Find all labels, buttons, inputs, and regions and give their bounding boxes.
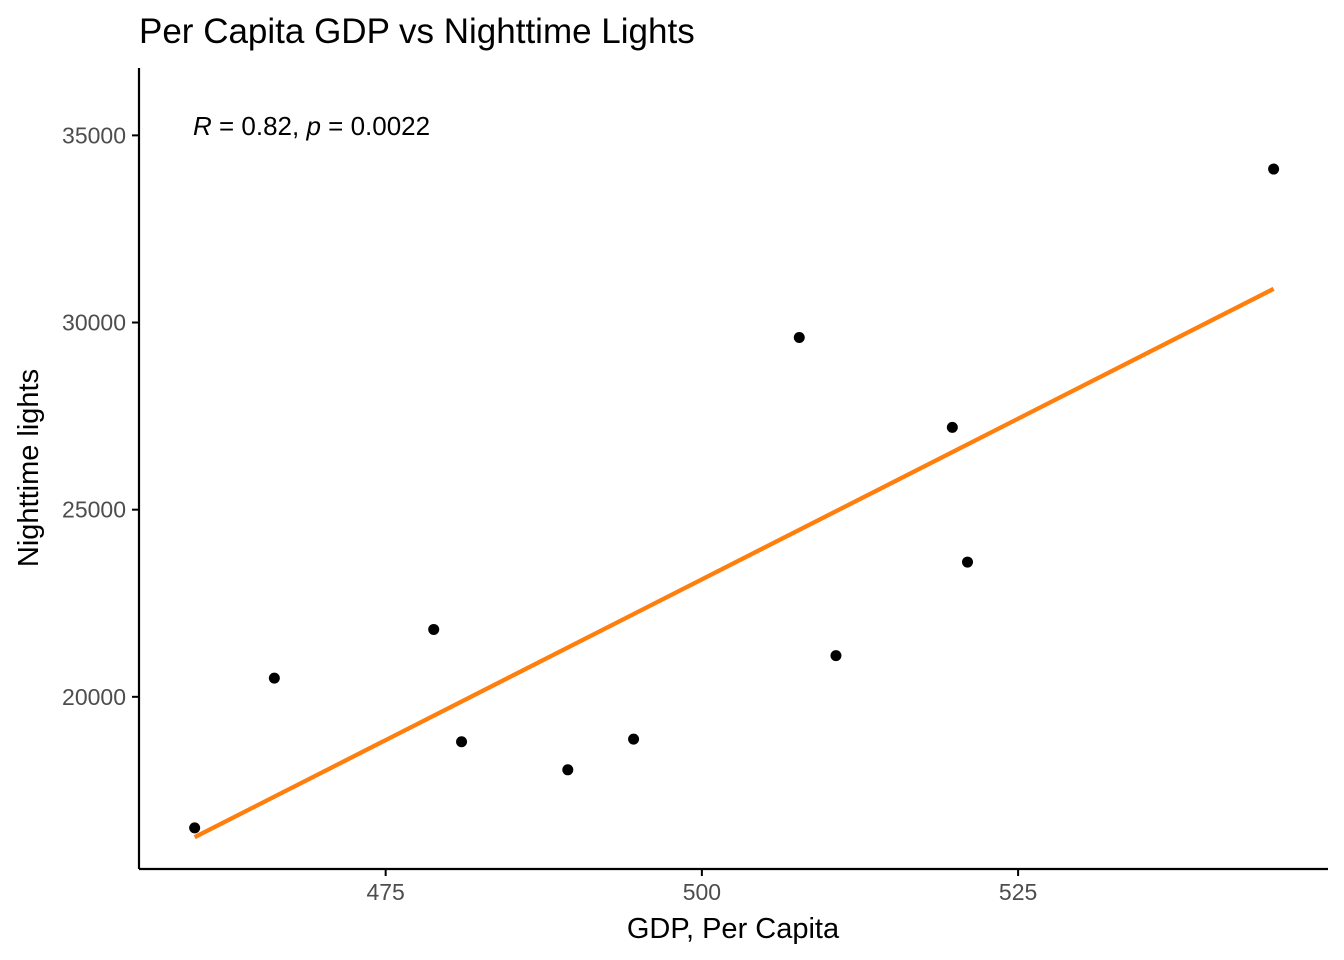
data-point xyxy=(793,331,805,343)
p-label: p xyxy=(305,111,320,141)
x-axis-title: GDP, Per Capita xyxy=(627,913,840,945)
y-tick-label: 20000 xyxy=(62,684,126,710)
data-point xyxy=(962,556,974,568)
y-tick-label: 30000 xyxy=(62,310,126,336)
data-points xyxy=(189,163,1280,834)
data-point xyxy=(1268,163,1280,175)
correlation-annotation: R = 0.82, p = 0.0022 xyxy=(193,111,430,141)
data-point xyxy=(628,733,640,745)
data-point xyxy=(946,421,958,433)
data-point xyxy=(268,672,280,684)
y-axis-ticks: 20000 25000 30000 35000 xyxy=(62,122,139,710)
x-tick-label: 475 xyxy=(366,879,404,905)
r-value: = 0.82, xyxy=(212,111,307,141)
data-point xyxy=(189,822,201,834)
x-tick-label: 525 xyxy=(999,879,1037,905)
data-point xyxy=(428,623,440,635)
data-point xyxy=(562,764,574,776)
regression-line xyxy=(193,286,1275,840)
chart-title: Per Capita GDP vs Nighttime Lights xyxy=(139,12,695,51)
x-tick-label: 500 xyxy=(683,879,721,905)
p-value: = 0.0022 xyxy=(321,111,430,141)
x-axis-ticks: 475 500 525 xyxy=(366,869,1037,905)
r-label: R xyxy=(193,111,212,141)
y-axis-title: Nighttime lights xyxy=(13,369,45,567)
data-point xyxy=(456,736,468,748)
y-tick-label: 25000 xyxy=(62,497,126,523)
y-tick-label: 35000 xyxy=(62,122,126,148)
data-point xyxy=(830,650,842,662)
